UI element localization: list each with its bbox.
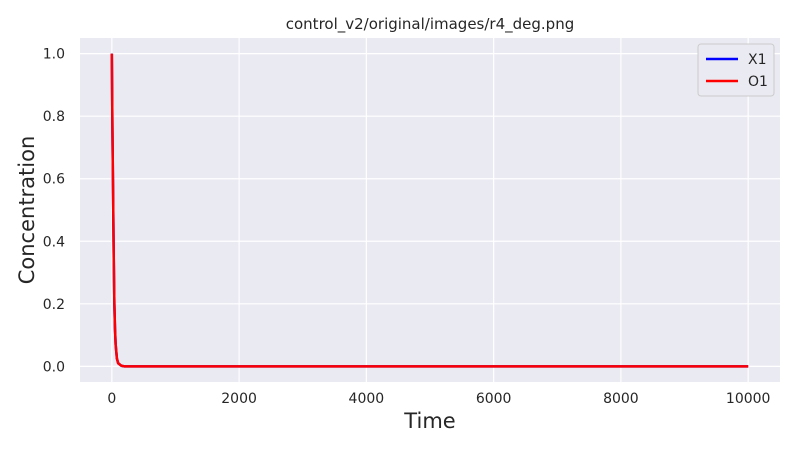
x-tick-label: 8000 bbox=[603, 391, 639, 407]
series-line-o1 bbox=[110, 53, 749, 368]
plot-background bbox=[80, 38, 780, 382]
y-tick-label: 0.6 bbox=[43, 172, 65, 188]
x-tick-label: 4000 bbox=[349, 391, 385, 407]
x-tick-labels: 0 2000 4000 6000 8000 10000 bbox=[107, 391, 770, 407]
series-layer bbox=[110, 53, 749, 368]
y-axis-title: Concentration bbox=[15, 136, 39, 285]
x-tick-label: 0 bbox=[107, 391, 116, 407]
x-axis-title: Time bbox=[403, 409, 455, 433]
x-tick-label: 6000 bbox=[476, 391, 512, 407]
y-tick-label: 0.4 bbox=[43, 234, 65, 250]
legend-box bbox=[697, 43, 775, 97]
x-tick-label: 2000 bbox=[221, 391, 257, 407]
x-tick-label: 10000 bbox=[726, 391, 771, 407]
y-tick-label: 0.0 bbox=[43, 359, 65, 375]
legend-label-o1: O1 bbox=[748, 74, 768, 90]
y-tick-label: 0.8 bbox=[43, 109, 65, 125]
legend-label-x1: X1 bbox=[748, 52, 767, 68]
chart-title: control_v2/original/images/r4_deg.png bbox=[286, 15, 574, 34]
y-tick-labels: 0.0 0.2 0.4 0.6 0.8 1.0 bbox=[43, 47, 65, 376]
y-tick-label: 1.0 bbox=[43, 47, 65, 63]
y-tick-label: 0.2 bbox=[43, 297, 65, 313]
